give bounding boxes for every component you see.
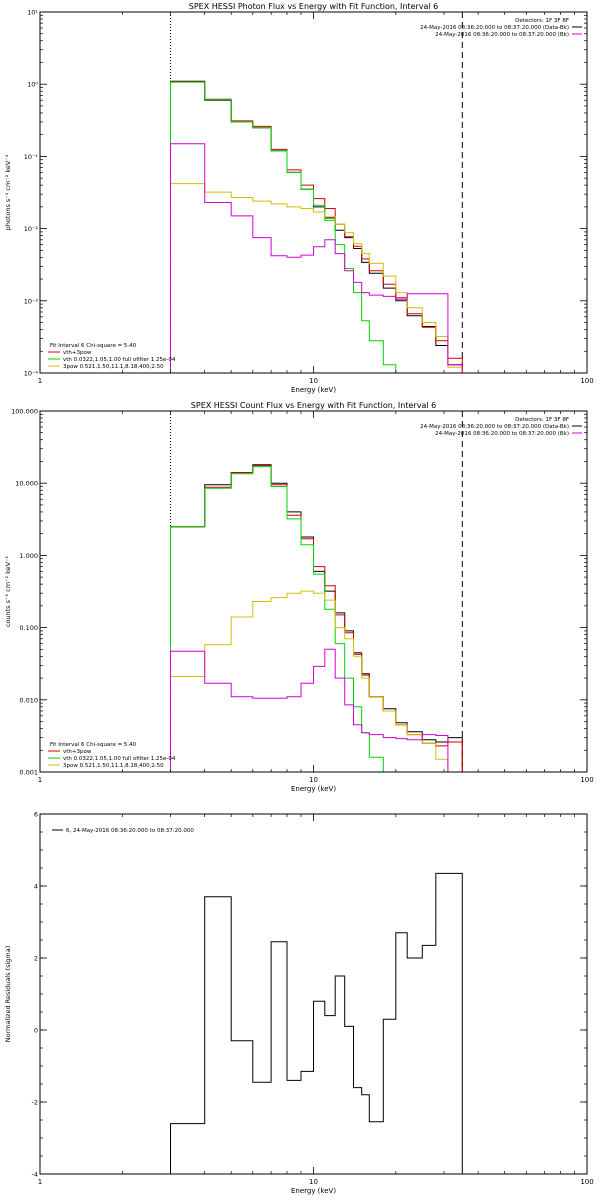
x-tick-label: 100	[580, 1178, 593, 1186]
series-vth-3pow	[170, 465, 463, 772]
panel-2: SPEX HESSI Count Flux vs Energy with Fit…	[4, 401, 594, 793]
legend-entry: 24-May-2016 08:36:20.000 to 08:37:20.000…	[435, 431, 569, 437]
x-axis-label: Energy (keV)	[291, 1187, 336, 1195]
y-tick-label: -2	[32, 1099, 38, 1107]
legend-entry: 24-May-2016 08:36:20.000 to 08:37:20.000…	[435, 32, 569, 38]
legend-entry: 3pow 0.521,1.50,11.1,8.18,400,2.50	[63, 763, 164, 769]
y-tick-label: 10⁻³	[24, 297, 39, 305]
y-tick-label: 0.010	[19, 696, 38, 704]
y-axis-label: photons s⁻¹ cm⁻² keV⁻¹	[4, 154, 12, 230]
y-tick-label: 10⁻⁴	[24, 370, 39, 378]
legend-entry: Fit Interval 6 Chi-square = 5.40	[50, 343, 137, 349]
y-tick-label: 6	[34, 811, 38, 819]
series-vth-3pow	[170, 81, 463, 373]
legend-entry: Detectors: 1F 3F 8F	[515, 417, 569, 423]
series-vth	[170, 81, 463, 374]
x-tick-label: 100	[580, 377, 593, 385]
legend-entry: vth 0.0322,1.05,1.00 full ofilter 1.25e-…	[63, 357, 176, 363]
x-tick-label: 1	[38, 776, 42, 784]
legend-entry: 6, 24-May-2016 08:36:20.000 to 08:37:20.…	[66, 828, 194, 834]
series-bk	[170, 143, 463, 373]
legend-entry: 3pow 0.521,1.50,11.1,8.18,400,2.50	[63, 364, 164, 370]
x-axis-label: Energy (keV)	[291, 785, 336, 793]
series-6-24-may-2016-08-36-20-000-to-08-37-20-000	[170, 872, 463, 1174]
series-data-bk	[170, 464, 463, 772]
x-tick-label: 1	[38, 377, 42, 385]
legend-entry: vth 0.0322,1.05,1.00 full ofilter 1.25e-…	[63, 756, 176, 762]
series-3pow	[170, 183, 463, 373]
y-tick-label: 100.000	[11, 408, 38, 416]
legend-entry: vth+3pow	[63, 749, 92, 755]
series-data-bk	[170, 80, 463, 373]
series-vth	[170, 466, 463, 773]
series-bk	[170, 648, 463, 773]
legend-entry: vth+3pow	[63, 350, 92, 356]
y-tick-label: 2	[34, 955, 38, 963]
y-tick-label: 0.100	[19, 624, 38, 632]
legend-entry: 24-May-2016 08:36:20.000 to 08:37:20.000…	[420, 25, 569, 31]
y-axis-label: counts s⁻¹ cm⁻² keV⁻¹	[4, 555, 12, 627]
x-tick-label: 1	[38, 1178, 42, 1186]
y-tick-label: 10⁻¹	[24, 153, 39, 161]
y-tick-label: 0.001	[19, 769, 38, 777]
series-3pow	[170, 590, 463, 773]
legend-entry: 24-May-2016 08:36:20.000 to 08:37:20.000…	[420, 424, 569, 430]
x-axis-label: Energy (keV)	[291, 386, 336, 394]
panel-1: SPEX HESSI Photon Flux vs Energy with Fi…	[4, 2, 594, 394]
legend-entry: Fit Interval 6 Chi-square = 5.40	[50, 742, 137, 748]
y-tick-label: 10¹	[27, 9, 38, 17]
y-tick-label: 1.000	[19, 552, 38, 560]
x-tick-label: 10	[309, 377, 318, 385]
y-tick-label: 0	[34, 1027, 38, 1035]
x-tick-label: 10	[309, 1178, 318, 1186]
y-tick-label: 10.000	[15, 480, 38, 488]
x-tick-label: 10	[309, 776, 318, 784]
panel-3: 1 10 100 Energy (keV) -4 -2 0 2 4 6 Normalized Res…	[4, 811, 594, 1196]
y-tick-label: 10⁰	[27, 81, 38, 89]
y-tick-label: 4	[34, 883, 38, 891]
chart-title: SPEX HESSI Photon Flux vs Energy with Fi…	[189, 2, 439, 11]
legend-entry: Detectors: 1F 3F 8F	[515, 18, 569, 24]
y-tick-label: -4	[32, 1171, 38, 1179]
y-tick-label: 10⁻²	[24, 225, 39, 233]
chart-title: SPEX HESSI Count Flux vs Energy with Fit…	[191, 401, 436, 410]
x-tick-label: 100	[580, 776, 593, 784]
plot-frame	[39, 813, 588, 1175]
y-axis-label: Normalized Residuals (sigma)	[4, 946, 12, 1043]
